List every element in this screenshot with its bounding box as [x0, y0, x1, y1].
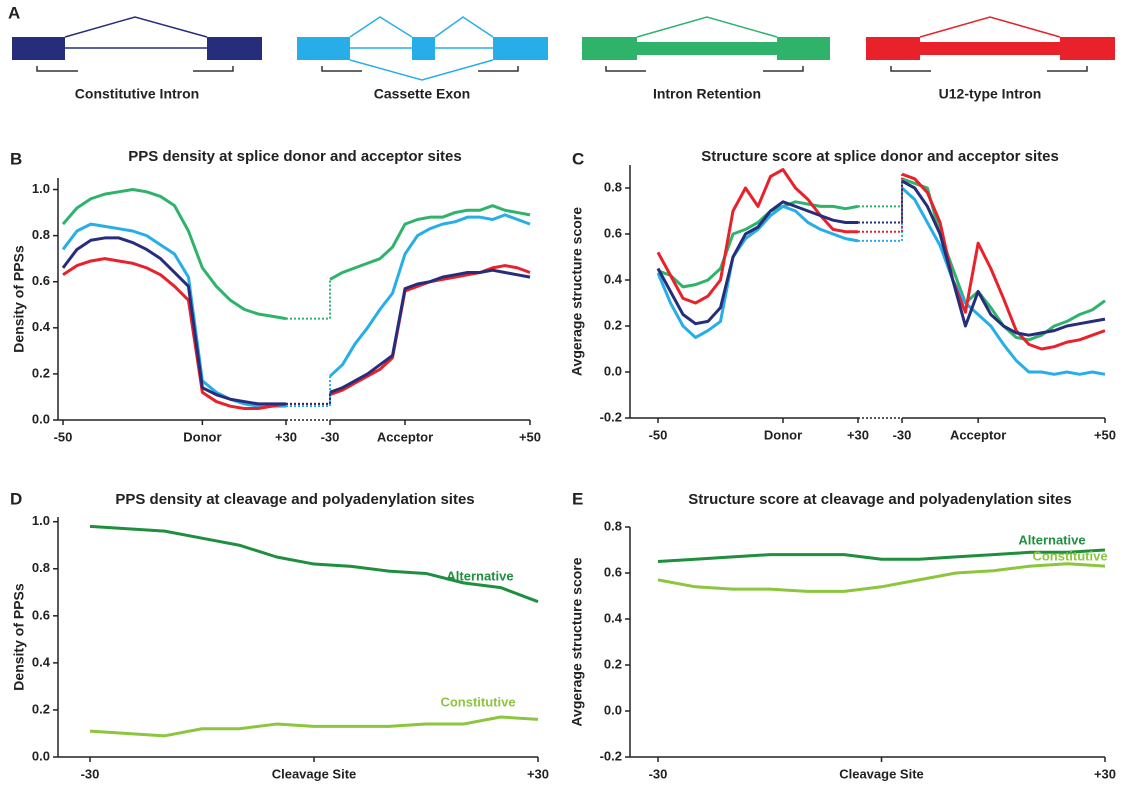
diagram-label: Cassette Exon	[374, 86, 470, 102]
x-tick-label: -30	[893, 427, 912, 442]
y-tick-label: 0.8	[604, 179, 622, 194]
y-tick-label: 1.0	[32, 513, 50, 528]
series-connector	[286, 394, 331, 405]
chart-title: Structure score at splice donor and acce…	[701, 148, 1059, 165]
series-line	[900, 186, 1106, 376]
x-tick-label: Acceptor	[950, 427, 1006, 442]
series-line	[329, 268, 531, 394]
y-tick-label: 0.2	[604, 656, 622, 671]
panel-label: C	[572, 149, 584, 168]
x-tick-label: -30	[649, 766, 668, 781]
y-tick-label: 0.6	[604, 225, 622, 240]
y-tick-label: 1.0	[32, 181, 50, 196]
x-tick-label: Acceptor	[377, 429, 433, 444]
diagram-label: Constitutive Intron	[75, 86, 199, 102]
panel-label: E	[572, 489, 583, 508]
series-label: Alternative	[1018, 532, 1085, 547]
y-tick-label: -0.2	[600, 409, 622, 424]
y-tick-label: 0.8	[32, 227, 50, 242]
retention-diagram	[582, 16, 830, 72]
series-label: Alternative	[446, 568, 513, 583]
series-connector	[286, 376, 331, 408]
y-tick-label: 0.4	[32, 319, 51, 334]
y-tick-label: -0.2	[600, 748, 622, 763]
x-tick-label: +30	[275, 429, 297, 444]
series-label: Constitutive	[1032, 548, 1107, 563]
x-tick-label: +30	[527, 766, 549, 781]
x-tick-label: Cleavage Site	[839, 766, 924, 781]
y-tick-label: 0.2	[604, 317, 622, 332]
x-tick-label: -50	[54, 429, 73, 444]
series-connector	[858, 178, 903, 208]
cassette-diagram	[297, 16, 548, 81]
y-tick-label: 0.0	[604, 702, 622, 717]
constitutive-diagram	[12, 16, 262, 72]
series-line	[901, 172, 1106, 351]
series-line	[328, 213, 531, 378]
x-tick-label: +30	[1094, 766, 1116, 781]
panel-label: D	[10, 489, 22, 508]
series-connector	[286, 279, 331, 320]
series-line	[89, 524, 539, 604]
y-axis-label: Avgerage structure score	[569, 557, 585, 726]
y-tick-label: 0.6	[32, 273, 50, 288]
y-tick-label: 0.6	[604, 564, 622, 579]
x-tick-label: +30	[847, 427, 869, 442]
chart-title: Structure score at cleavage and polyaden…	[688, 491, 1071, 508]
series-connector	[858, 181, 903, 224]
x-tick-label: Donor	[183, 429, 221, 444]
y-tick-label: 0.2	[32, 701, 50, 716]
x-tick-label: -50	[649, 427, 668, 442]
y-tick-label: 0.0	[604, 363, 622, 378]
series-line	[656, 168, 858, 305]
series-line	[89, 715, 539, 738]
series-line	[657, 548, 1106, 563]
series-line	[657, 200, 859, 289]
y-tick-label: 0.0	[32, 748, 50, 763]
y-axis-label: Density of PPSs	[11, 583, 27, 691]
y-tick-label: 0.4	[604, 271, 623, 286]
x-tick-label: +50	[519, 429, 541, 444]
x-tick-label: Cleavage Site	[272, 766, 357, 781]
u12-diagram	[866, 16, 1115, 72]
x-tick-label: -30	[81, 766, 100, 781]
splice-diagrams	[12, 16, 1115, 81]
series-line	[61, 222, 286, 408]
series-line	[61, 188, 287, 321]
series-line	[329, 264, 531, 397]
y-tick-label: 0.6	[32, 607, 50, 622]
series-line	[656, 204, 859, 339]
diagram-label: Intron Retention	[653, 86, 761, 102]
x-tick-label: -30	[321, 429, 340, 444]
y-axis-label: Avgerage structure score	[569, 207, 585, 376]
series-label: Constitutive	[440, 694, 515, 709]
diagram-label: U12-type Intron	[939, 86, 1042, 102]
series-line	[61, 236, 286, 406]
x-tick-label: +50	[1094, 427, 1116, 442]
y-axis-label: Density of PPSs	[11, 245, 27, 353]
y-tick-label: 0.2	[32, 365, 50, 380]
series-line	[62, 257, 287, 410]
panel-label: B	[10, 149, 22, 168]
series-connector	[858, 188, 903, 242]
y-tick-label: 0.4	[32, 654, 51, 669]
chart-title: PPS density at splice donor and acceptor…	[128, 148, 461, 165]
series-connector	[286, 392, 331, 405]
chart-title: PPS density at cleavage and polyadenylat…	[115, 491, 474, 508]
series-line	[656, 200, 858, 326]
y-tick-label: 0.8	[604, 518, 622, 533]
series-line	[657, 562, 1106, 593]
x-tick-label: Donor	[764, 427, 802, 442]
y-tick-label: 0.8	[32, 560, 50, 575]
series-line	[329, 204, 531, 281]
y-tick-label: 0.4	[604, 610, 623, 625]
y-tick-label: 0.0	[32, 411, 50, 426]
series-line	[901, 179, 1106, 337]
series-connector	[858, 174, 903, 233]
panel-label: A	[8, 3, 20, 22]
